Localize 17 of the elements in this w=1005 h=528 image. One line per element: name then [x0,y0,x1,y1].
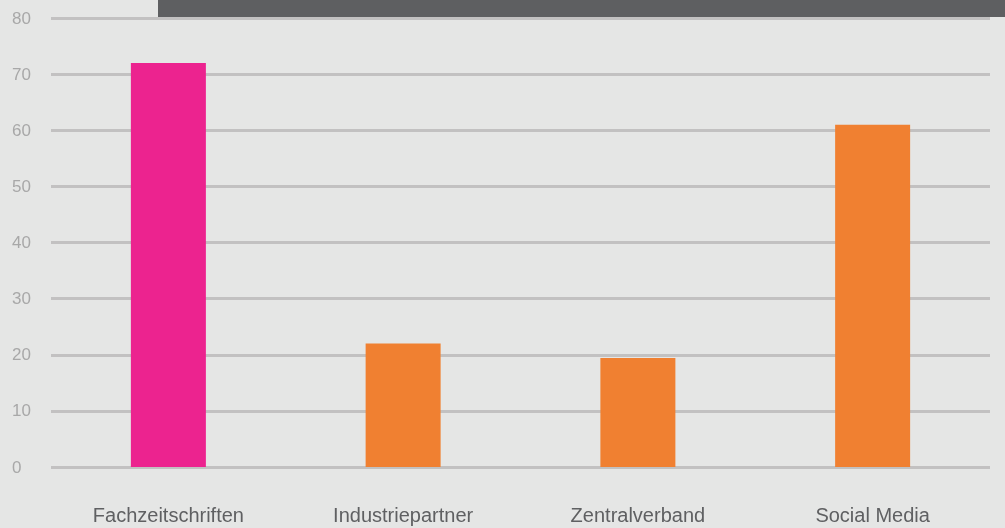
y-tick-label: 40 [12,233,31,252]
y-tick-label: 20 [12,345,31,365]
y-tick-label: 70 [12,64,31,84]
bar [835,124,911,467]
y-tick-label: 0 [12,457,22,477]
bar [130,62,206,467]
bar [365,343,441,467]
y-tick-label: 60 [12,120,31,140]
y-tick-label: 80 [12,8,31,28]
x-tick-label: Fachzeitschriften [92,504,244,526]
bar [600,358,676,467]
y-tick-label: 50 [12,176,31,196]
x-tick-label: Social Media [815,504,931,526]
x-tick-label: Industriepartner [333,504,474,526]
y-tick-label: 30 [12,289,31,309]
y-tick-label: 10 [12,401,31,421]
x-tick-label: Zentralverband [570,504,706,526]
